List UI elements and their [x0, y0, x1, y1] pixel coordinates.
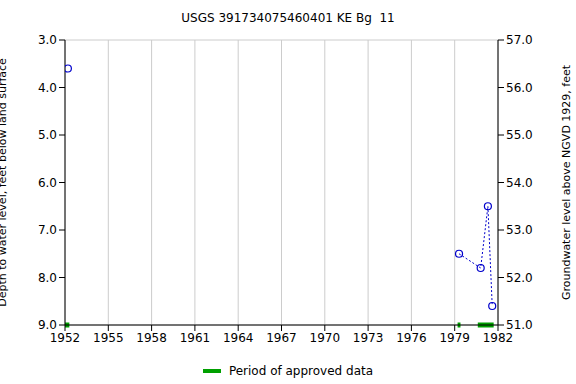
svg-text:1961: 1961 [180, 331, 211, 345]
svg-text:54.0: 54.0 [506, 176, 533, 190]
html-text:Period of approved data: Period of approved data [228, 364, 374, 378]
svg-text:1979: 1979 [439, 331, 470, 345]
svg-text:1955: 1955 [93, 331, 124, 345]
svg-text:56.0: 56.0 [506, 81, 533, 95]
svg-text:1967: 1967 [266, 331, 297, 345]
svg-text:1958: 1958 [136, 331, 167, 345]
svg-text:57.0: 57.0 [506, 33, 533, 47]
svg-text:1970: 1970 [310, 331, 341, 345]
svg-text:1964: 1964 [223, 331, 254, 345]
svg-text:53.0: 53.0 [506, 223, 533, 237]
svg-text:Groundwater level above NGVD 1: Groundwater level above NGVD 1929, feet [560, 64, 568, 300]
svg-text:52.0: 52.0 [506, 271, 533, 285]
svg-text:7.0: 7.0 [38, 223, 57, 237]
svg-text:1976: 1976 [396, 331, 427, 345]
svg-text:51.0: 51.0 [506, 318, 533, 332]
svg-text:4.0: 4.0 [38, 81, 57, 95]
svg-text:1952: 1952 [50, 331, 81, 345]
svg-text:Depth to water level, feet bel: Depth to water level, feet below land su… [8, 58, 9, 307]
svg-text:8.0: 8.0 [38, 271, 57, 285]
svg-text:9.0: 9.0 [38, 318, 57, 332]
svg-text:1973: 1973 [353, 331, 384, 345]
html-text:USGS 391734075460401 KE Bg 11: USGS 391734075460401 KE Bg 11 [181, 11, 395, 25]
svg-text:6.0: 6.0 [38, 176, 57, 190]
svg-text:55.0: 55.0 [506, 128, 533, 142]
svg-text:3.0: 3.0 [38, 33, 57, 47]
svg-text:1982: 1982 [483, 331, 514, 345]
svg-text:5.0: 5.0 [38, 128, 57, 142]
